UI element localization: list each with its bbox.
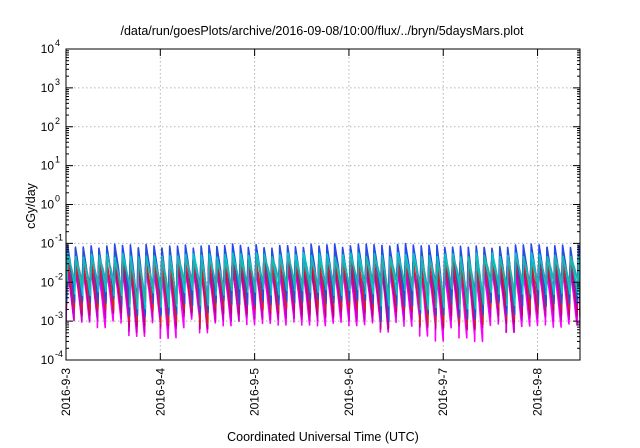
plot-area bbox=[66, 242, 580, 343]
y-tick-label: 10 bbox=[41, 275, 55, 289]
y-tick-exponent: 0 bbox=[55, 194, 60, 204]
y-tick-label: 10 bbox=[41, 236, 55, 250]
x-tick-label: 2016-9-7 bbox=[436, 368, 450, 416]
y-axis-label: cGy/day bbox=[24, 182, 38, 229]
y-tick-exponent: 4 bbox=[55, 38, 60, 48]
y-tick-label: 10 bbox=[41, 198, 55, 212]
y-tick-exponent: 2 bbox=[55, 116, 60, 126]
y-tick-exponent: -4 bbox=[55, 349, 63, 359]
y-tick-label: 10 bbox=[41, 159, 55, 173]
y-tick-label: 10 bbox=[41, 120, 55, 134]
y-tick-exponent: 1 bbox=[55, 155, 60, 165]
y-tick-exponent: 3 bbox=[55, 77, 60, 87]
x-tick-label: 2016-9-6 bbox=[342, 368, 356, 416]
y-tick-label: 10 bbox=[41, 81, 55, 95]
y-tick-label: 10 bbox=[41, 42, 55, 56]
y-tick-exponent: -2 bbox=[55, 271, 63, 281]
y-tick-exponent: -1 bbox=[55, 232, 63, 242]
x-axis-label: Coordinated Universal Time (UTC) bbox=[227, 430, 419, 444]
y-tick-exponent: -3 bbox=[55, 310, 63, 320]
x-tick-label: 2016-9-8 bbox=[531, 368, 545, 416]
y-tick-label: 10 bbox=[41, 314, 55, 328]
x-tick-label: 2016-9-4 bbox=[153, 368, 167, 416]
x-tick-label: 2016-9-5 bbox=[248, 368, 262, 416]
chart-title: /data/run/goesPlots/archive/2016-09-08/1… bbox=[120, 24, 524, 38]
x-axis: 2016-9-3 2016-9-4 2016-9-5 2016-9-6 2016-9-7… bbox=[59, 49, 545, 416]
series-line bbox=[66, 255, 580, 306]
y-tick-label: 10 bbox=[41, 353, 55, 367]
x-tick-label: 2016-9-3 bbox=[59, 368, 73, 416]
